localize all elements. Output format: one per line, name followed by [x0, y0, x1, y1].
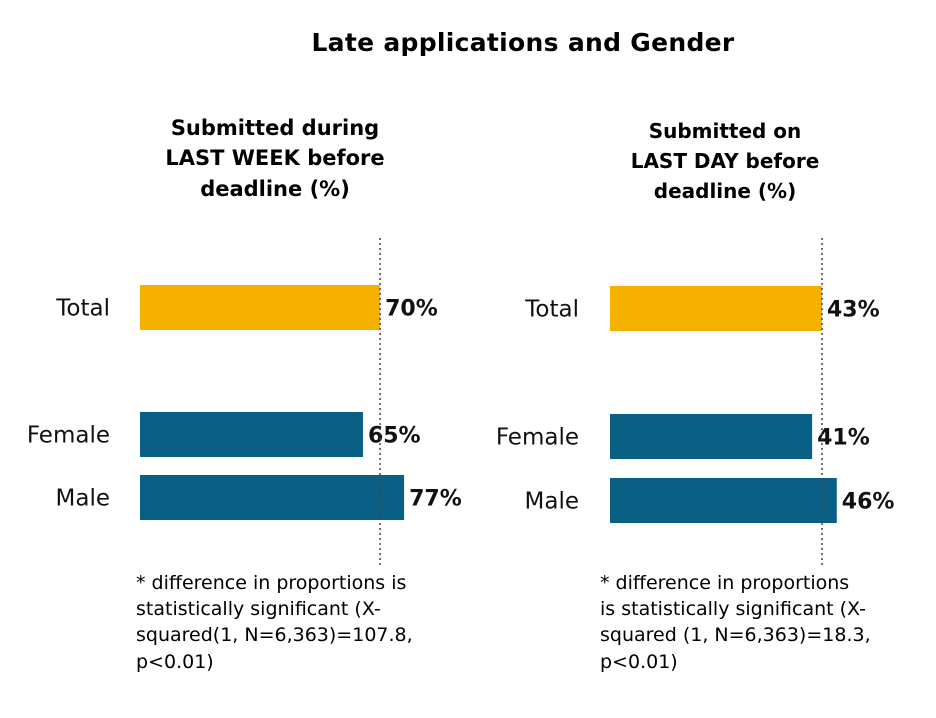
- panel-2-note-line-1: * difference in proportions: [600, 572, 850, 594]
- panel-1-title-line-1: Submitted during: [170, 116, 380, 140]
- panel-1-note-line-4: p<0.01): [136, 650, 214, 673]
- value-label-panel-2-total: 43%: [827, 298, 880, 323]
- panel-1-title-line-3: deadline (%): [200, 176, 350, 201]
- category-label-panel-1-male: Male: [56, 486, 110, 512]
- bar-panel-2-female: [610, 414, 813, 459]
- bar-panel-2-male: [610, 478, 837, 523]
- value-label-panel-1-male: 77%: [409, 487, 462, 512]
- category-label-panel-1-female: Female: [27, 423, 110, 449]
- bar-panel-2-total: [610, 286, 822, 331]
- category-label-panel-2-male: Male: [525, 489, 579, 515]
- panel-2-note-line-2: is statistically significant (X-: [600, 598, 866, 621]
- panel-2-note-line-3: squared (1, N=6,363)=18.3,: [600, 624, 871, 647]
- panel-2-title-line-2: LAST DAY before: [630, 149, 820, 173]
- value-label-panel-2-male: 46%: [842, 490, 895, 515]
- panel-1-significance-note: * difference in proportions is statistic…: [136, 570, 456, 675]
- panel-1-note-line-3: squared(1, N=6,363)=107.8,: [136, 624, 413, 647]
- panel-2-note-line-4: p<0.01): [600, 650, 678, 673]
- chart-title: Late applications and Gender: [311, 28, 735, 57]
- panel-2-title: Submitted on LAST DAY before deadline (%…: [590, 116, 860, 206]
- panel-2-title-line-3: deadline (%): [653, 179, 797, 203]
- value-label-panel-2-female: 41%: [817, 426, 870, 451]
- value-label-panel-1-total: 70%: [385, 297, 438, 322]
- panel-1-note-line-1: * difference in proportions is: [136, 572, 407, 594]
- category-label-panel-2-female: Female: [496, 425, 579, 451]
- category-label-panel-2-total: Total: [524, 297, 579, 323]
- panel-2-title-line-1: Submitted on: [648, 119, 802, 143]
- category-label-panel-1-total: Total: [55, 296, 110, 322]
- bar-panel-1-female: [140, 412, 363, 457]
- panel-1-note-line-2: statistically significant (X-: [136, 598, 381, 621]
- value-label-panel-1-female: 65%: [368, 424, 421, 449]
- bar-panel-1-total: [140, 285, 381, 330]
- panel-1-title-line-2: LAST WEEK before: [165, 146, 385, 171]
- bar-panel-1-male: [140, 475, 405, 520]
- panel-2-significance-note: * difference in proportions is statistic…: [600, 570, 900, 675]
- panel-1-title: Submitted during LAST WEEK before deadli…: [130, 113, 420, 204]
